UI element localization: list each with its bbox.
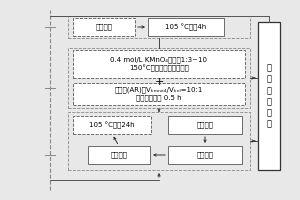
FancyBboxPatch shape (258, 22, 280, 170)
Text: +: + (154, 77, 164, 87)
FancyBboxPatch shape (88, 146, 150, 164)
Text: 离心分离: 离心分离 (196, 152, 214, 158)
Text: 水洗除杂: 水洗除杂 (95, 24, 112, 30)
FancyBboxPatch shape (168, 146, 242, 164)
FancyBboxPatch shape (148, 18, 224, 36)
Text: 濃盐酸(AR)，Vₖₘₙₒ₄/Vₖₙₗ=10:1
持续加热反应 0.5 h: 濃盐酸(AR)，Vₖₘₙₒ₄/Vₖₙₗ=10:1 持续加热反应 0.5 h (115, 87, 203, 101)
FancyBboxPatch shape (73, 18, 135, 36)
Text: 反复水洗: 反复水洗 (110, 152, 127, 158)
Text: 0.4 mol/L KMnO₄，固液1:3~10
150°C下加热并搞拌至永腾: 0.4 mol/L KMnO₄，固液1:3~10 150°C下加热并搞拌至永腾 (110, 56, 208, 72)
Text: 静置冷却: 静置冷却 (196, 122, 214, 128)
FancyBboxPatch shape (168, 116, 242, 134)
FancyBboxPatch shape (73, 83, 245, 105)
FancyBboxPatch shape (73, 116, 151, 134)
FancyBboxPatch shape (73, 50, 245, 78)
Text: 高
锰
酸
钾
改
性: 高 锰 酸 钾 改 性 (266, 64, 272, 128)
Text: 105 °C干燥24h: 105 °C干燥24h (89, 121, 135, 129)
Text: 105 °C干燥4h: 105 °C干燥4h (165, 23, 207, 31)
